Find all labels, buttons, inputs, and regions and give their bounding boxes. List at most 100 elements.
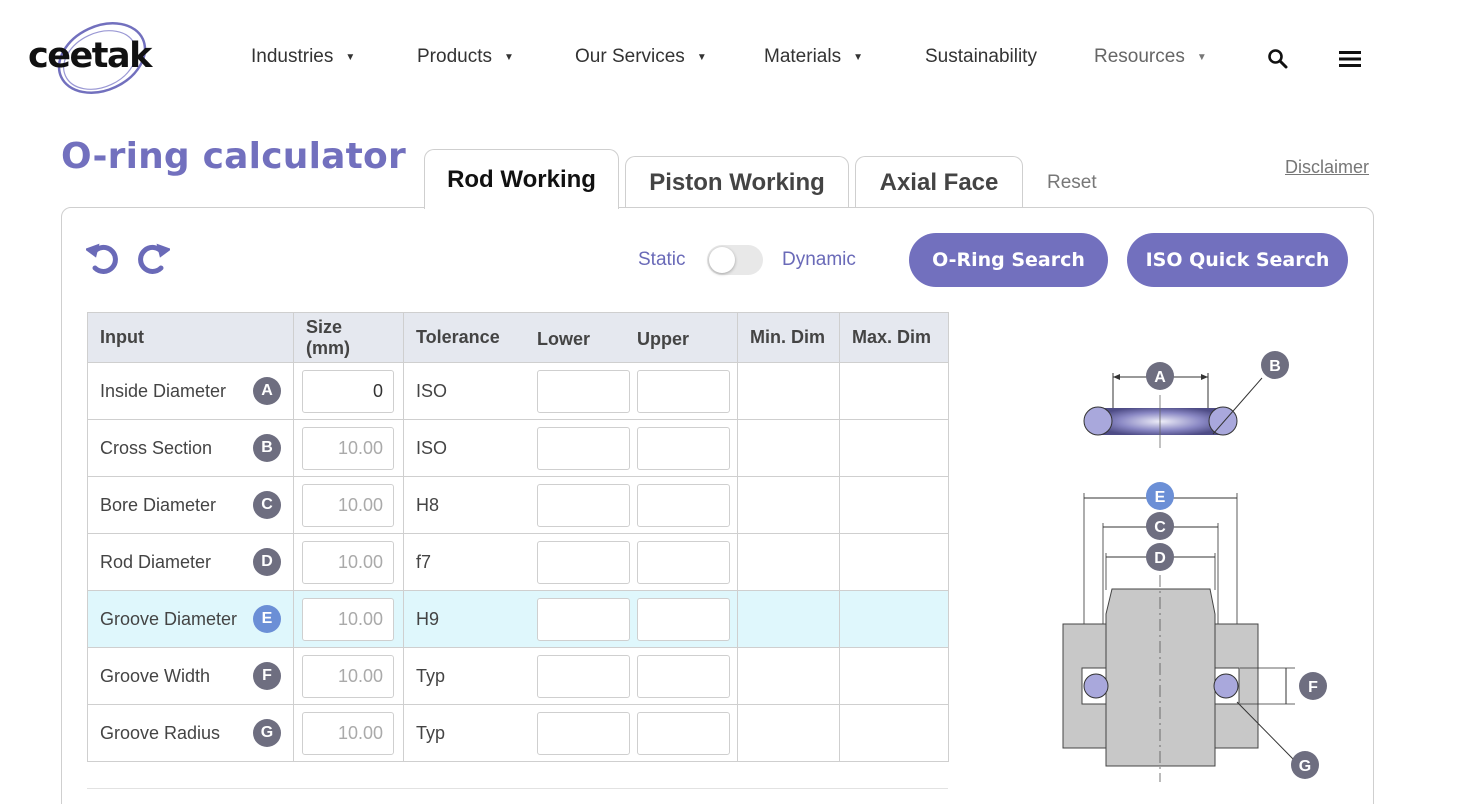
nav-label: Our Services [575,46,685,67]
row-label: Inside Diameter [100,380,227,401]
static-dynamic-toggle[interactable] [707,245,763,275]
tolerance-cell: ISO [403,362,738,420]
tolerance-grade: H9 [416,608,440,629]
size-cell [293,419,404,477]
tab-axial-face[interactable]: Axial Face [855,156,1023,208]
size-input[interactable] [302,369,394,413]
diagram-badge-f: F [1299,672,1327,700]
row-label: Groove Width [100,665,211,686]
max-dim-cell [839,590,949,648]
tolerance-cell: H8 [403,476,738,534]
size-input[interactable] [302,540,394,584]
groove-cross-section [1062,493,1295,782]
lower-tolerance-input[interactable] [537,540,630,584]
max-dim-cell [839,533,949,591]
upper-tolerance-input[interactable] [637,540,730,584]
lower-tolerance-input[interactable] [537,654,630,698]
size-cell [293,533,404,591]
size-input[interactable] [302,426,394,470]
size-input[interactable] [302,597,394,641]
nav-label: Sustainability [925,46,1037,67]
diagram-badge-d: D [1146,543,1174,571]
table-row: Groove Diameter E H9 [87,590,949,648]
upper-tolerance-input[interactable] [637,654,730,698]
lower-tolerance-input[interactable] [537,711,630,755]
table-row: Inside Diameter A ISO [87,362,949,420]
nav-label: Resources [1094,46,1185,67]
diagram-label-d: D [1154,550,1166,567]
row-badge: D [253,548,281,576]
tab-piston-working[interactable]: Piston Working [625,156,849,208]
table-row: Bore Diameter C H8 [87,476,949,534]
nav-resources[interactable]: Resources ▼ [1094,46,1207,68]
diagram-label-c: C [1154,519,1166,536]
row-badge: F [253,662,281,690]
min-dim-cell [737,590,840,648]
size-cell [293,704,404,762]
ceetak-logo[interactable]: ceetak [26,14,176,100]
lower-tolerance-input[interactable] [537,426,630,470]
max-dim-cell [839,419,949,477]
max-dim-cell [839,704,949,762]
svg-text:ceetak: ceetak [28,36,153,76]
table-row: Groove Width F Typ [87,647,949,705]
toggle-knob [709,247,735,273]
iso-quick-search-button[interactable]: ISO Quick Search [1127,233,1348,287]
header-tolerance-group: Tolerance Lower Upper [403,312,738,363]
nav-materials[interactable]: Materials ▼ [764,46,863,68]
input-cell: Rod Diameter D [87,533,294,591]
undo-icon[interactable] [86,240,122,278]
tolerance-grade: f7 [416,551,432,572]
row-badge: E [253,605,281,633]
tolerance-grade: ISO [416,380,448,401]
upper-tolerance-input[interactable] [637,369,730,413]
upper-tolerance-input[interactable] [637,483,730,527]
tab-rod-working[interactable]: Rod Working [424,149,619,209]
max-dim-cell [839,476,949,534]
size-cell [293,476,404,534]
redo-icon[interactable] [134,240,170,278]
reset-link[interactable]: Reset [1047,172,1097,193]
oring-search-button[interactable]: O-Ring Search [909,233,1108,287]
oring-side-view [1083,373,1263,448]
oring-diagram: A B E C D F G [1062,351,1327,782]
lower-tolerance-input[interactable] [537,369,630,413]
caret-down-icon: ▼ [345,51,356,63]
nav-label: Industries [251,46,334,67]
size-input[interactable] [302,654,394,698]
upper-tolerance-input[interactable] [637,711,730,755]
header-input: Input [87,312,294,363]
divider [87,788,948,789]
input-cell: Groove Width F [87,647,294,705]
nav-sustainability[interactable]: Sustainability [925,46,1037,68]
nav-industries[interactable]: Industries ▼ [251,46,355,68]
input-cell: Cross Section B [87,419,294,477]
size-cell [293,362,404,420]
hamburger-menu-icon[interactable] [1339,50,1361,68]
nav-our-services[interactable]: Our Services ▼ [575,46,707,68]
disclaimer-link[interactable]: Disclaimer [1285,157,1370,177]
row-label: Cross Section [100,437,213,458]
tolerance-cell: Typ [403,704,738,762]
search-icon[interactable] [1267,48,1289,70]
nav-label: Products [417,46,492,67]
lower-tolerance-input[interactable] [537,483,630,527]
table-row: Rod Diameter D f7 [87,533,949,591]
diagram-badge-g: G [1291,751,1319,779]
nav-products[interactable]: Products ▼ [417,46,514,68]
upper-tolerance-input[interactable] [637,597,730,641]
upper-tolerance-input[interactable] [637,426,730,470]
table-header-row: Input Size (mm) Tolerance Lower Upper Mi… [87,312,949,363]
size-input[interactable] [302,483,394,527]
lower-tolerance-input[interactable] [537,597,630,641]
tolerance-cell: ISO [403,419,738,477]
size-input[interactable] [302,711,394,755]
diagram-badge-b: B [1261,351,1289,379]
diagram-label-f: F [1308,679,1318,696]
row-badge: A [253,377,281,405]
min-dim-cell [737,647,840,705]
header-tolerance: Tolerance [416,327,500,347]
row-badge: G [253,719,281,747]
diagram-badge-c: C [1146,512,1174,540]
min-dim-cell [737,704,840,762]
